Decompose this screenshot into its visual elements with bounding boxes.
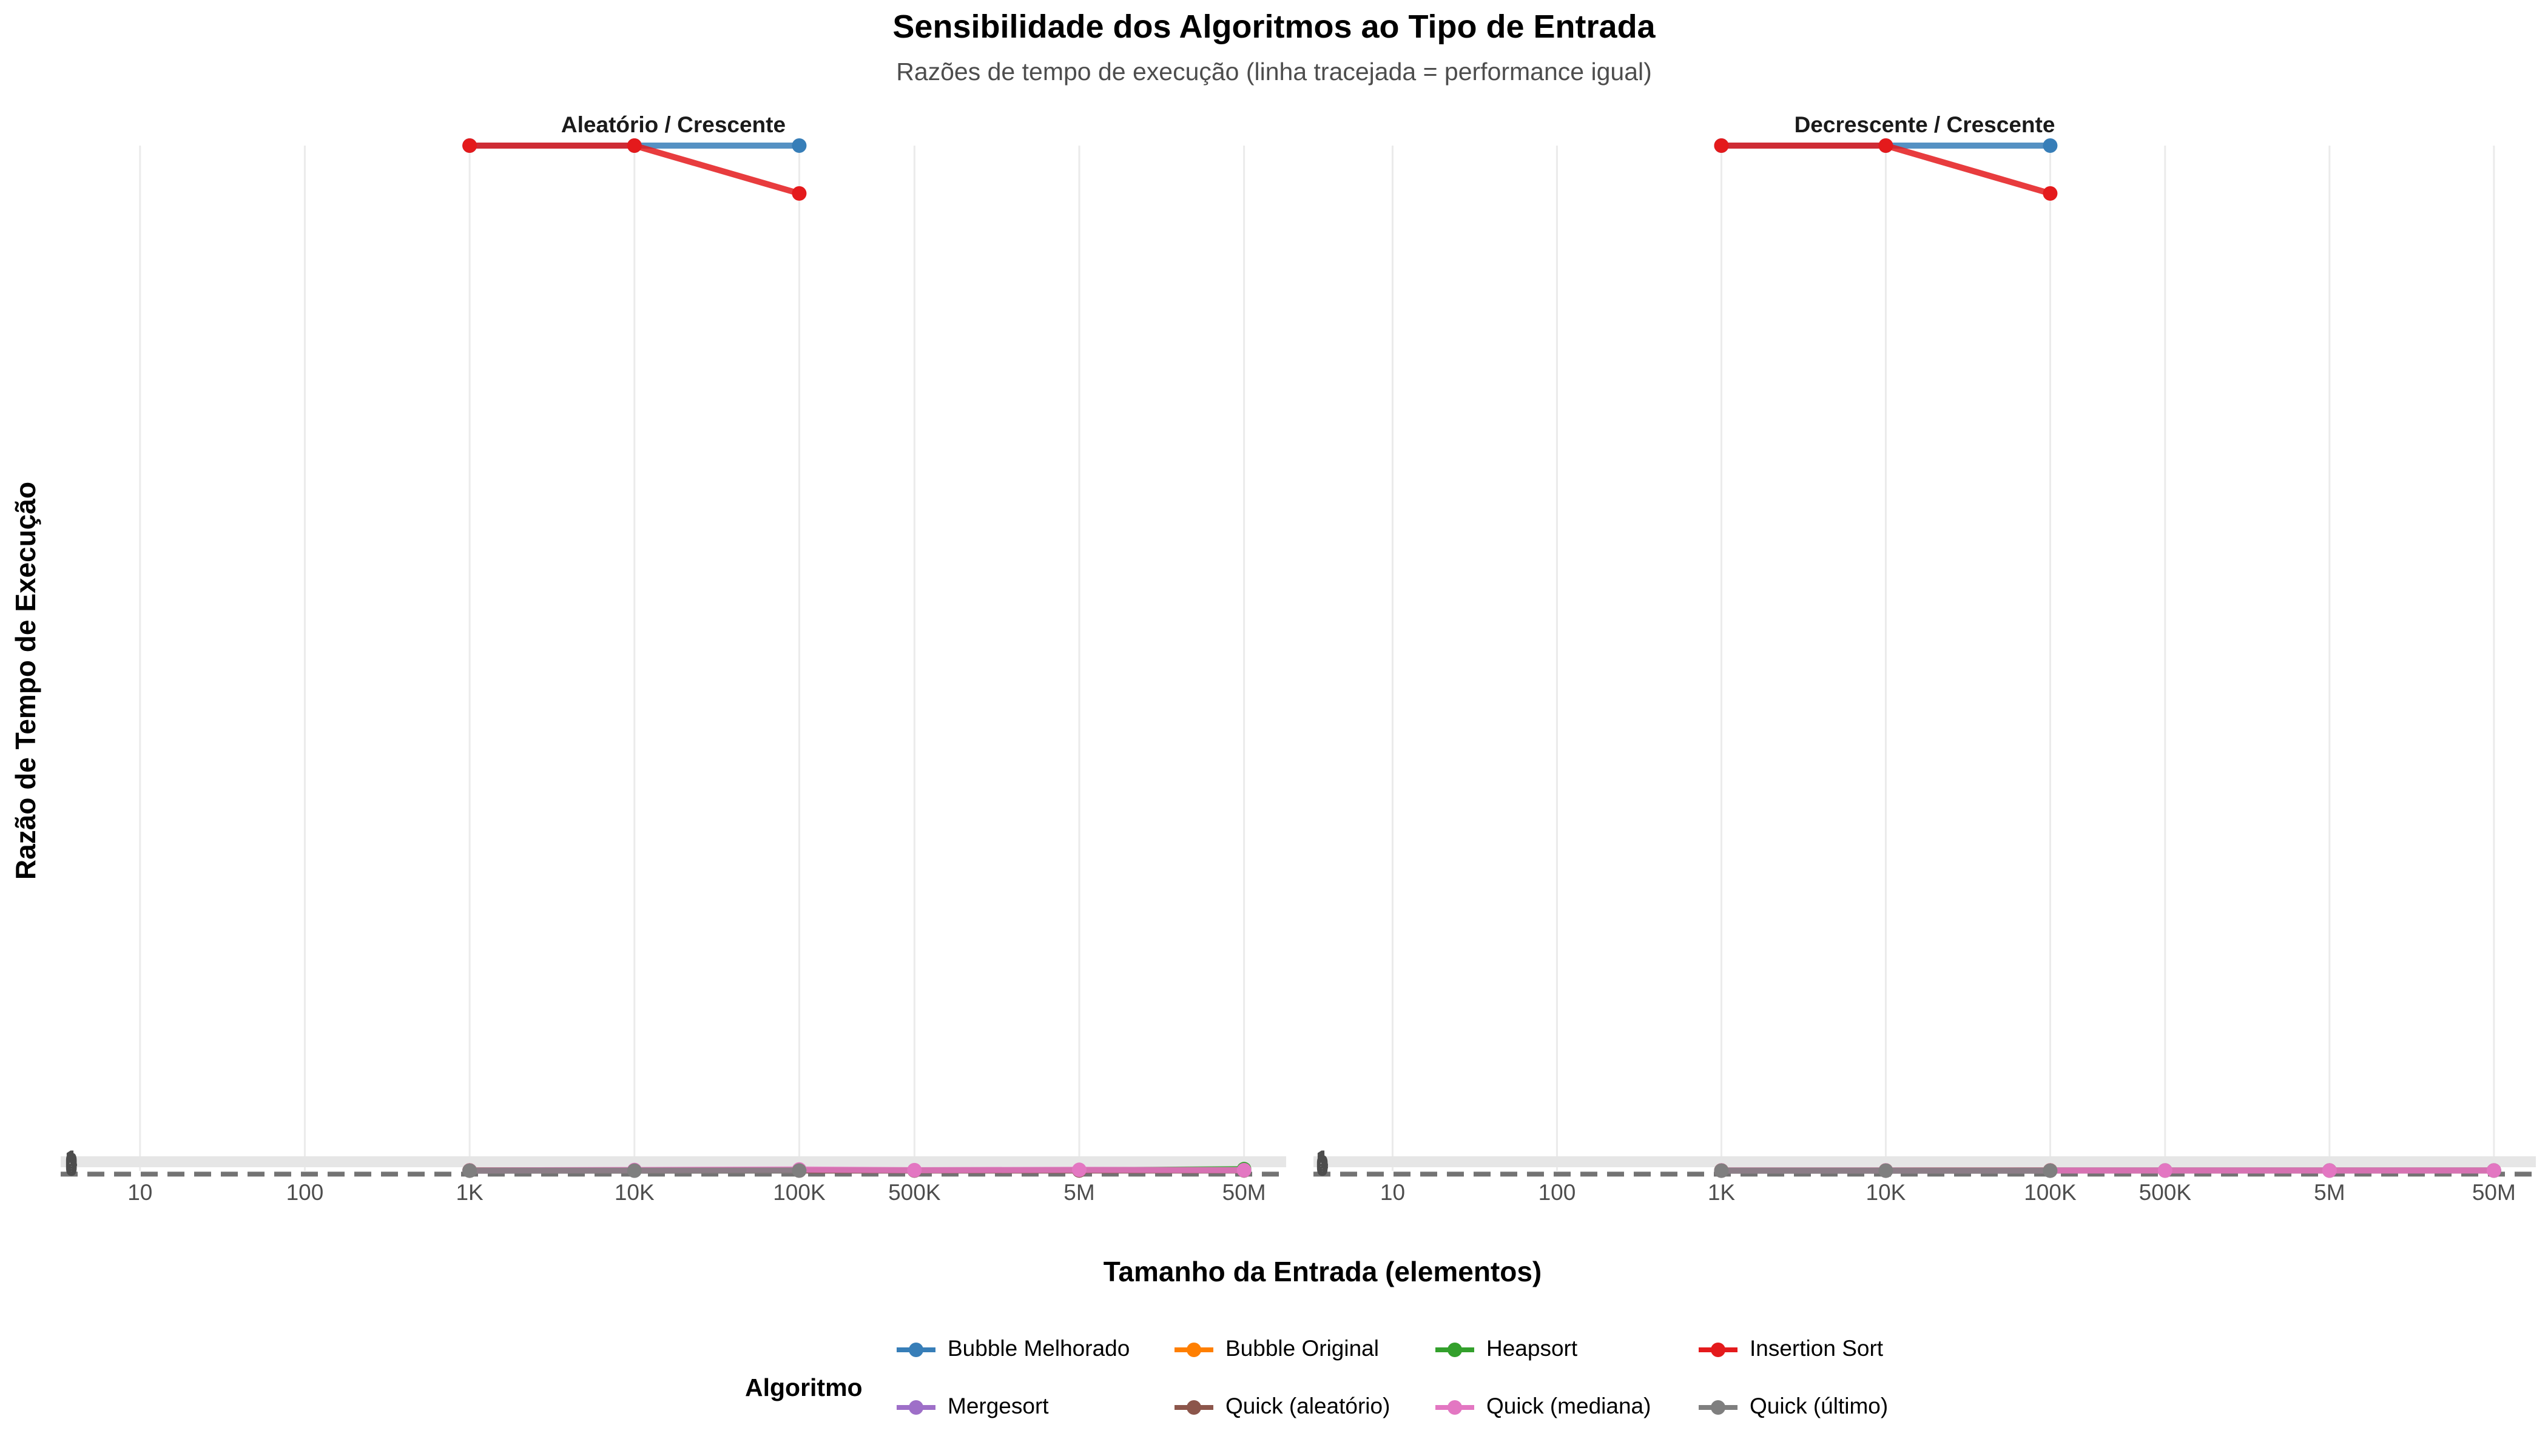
y-tick-label: 0 <box>1316 1156 1329 1181</box>
y-axis-title: Razão de Tempo de Execução <box>10 482 41 880</box>
y-tick-label: 0 <box>65 1153 78 1178</box>
data-point-quick-ultimo <box>1878 1163 1893 1178</box>
y-tick-label: 0 <box>65 1148 78 1173</box>
x-tick-label: 10K <box>615 1180 655 1205</box>
legend-title: Algoritmo <box>745 1373 863 1401</box>
legend-swatch-point <box>1448 1400 1462 1415</box>
legend-label: Quick (mediana) <box>1486 1394 1651 1418</box>
legend-item-heapsort: Heapsort <box>1435 1336 1578 1361</box>
x-tick-label: 100K <box>773 1180 826 1205</box>
x-tick-label: 5M <box>2314 1180 2345 1205</box>
x-tick-label: 100K <box>2024 1180 2077 1205</box>
panel-title: Aleatório / Crescente <box>561 112 786 137</box>
x-axis-title: Tamanho da Entrada (elementos) <box>1104 1256 1542 1287</box>
y-tick-label: 0 <box>65 1151 78 1176</box>
legend-item-mergesort: Mergesort <box>897 1394 1049 1418</box>
x-tick-label: 100 <box>286 1180 324 1205</box>
data-point-quick-mediana <box>2157 1163 2172 1178</box>
legend: Algoritmo Bubble Melhorado Bubble Origina… <box>745 1336 1888 1418</box>
y-grid-band <box>1313 1156 2536 1167</box>
legend-item-insertion-sort: Insertion Sort <box>1699 1336 1884 1361</box>
x-tick-label: 5M <box>1063 1180 1094 1205</box>
legend-label: Bubble Original <box>1225 1336 1379 1361</box>
x-tick-label: 1K <box>1708 1180 1736 1205</box>
legend-label: Mergesort <box>948 1394 1049 1418</box>
y-tick-label: 0 <box>1316 1153 1329 1178</box>
legend-swatch-point <box>1187 1343 1201 1357</box>
data-point-quick-mediana <box>1071 1162 1087 1178</box>
x-tick-label: 500K <box>2139 1180 2192 1205</box>
legend-swatch-point <box>1711 1343 1725 1357</box>
x-tick-label: 500K <box>888 1180 941 1205</box>
y-tick-label: 0 <box>65 1156 78 1181</box>
data-point-quick-ultimo <box>1714 1163 1729 1178</box>
y-grid-band <box>61 1156 1286 1167</box>
x-tick-label: 50M <box>2472 1180 2516 1205</box>
legend-label: Quick (aleatório) <box>1225 1394 1390 1418</box>
data-point-quick-mediana <box>1236 1162 1252 1178</box>
data-point-quick-ultimo <box>462 1163 477 1178</box>
panel-decrescente-crescente: Decrescente / Crescente 10 100 1K 10K 100K 500… <box>1313 112 2536 1205</box>
data-point-quick-mediana <box>2322 1163 2337 1178</box>
data-point-quick-mediana <box>907 1162 922 1178</box>
x-tick-label: 100 <box>1539 1180 1576 1205</box>
legend-swatch-point <box>1448 1343 1462 1357</box>
data-point-quick-mediana <box>2486 1163 2501 1178</box>
data-point-quick-ultimo <box>627 1163 642 1178</box>
data-point-insertion-sort <box>1878 138 1893 153</box>
x-tick-label: 10K <box>1866 1180 1906 1205</box>
y-tick-label: 1 <box>1316 1146 1329 1171</box>
data-point-insertion-sort <box>462 138 477 153</box>
legend-item-quick-mediana: Quick (mediana) <box>1435 1394 1651 1418</box>
legend-swatch-point <box>909 1343 923 1357</box>
data-point-bubble-melhorado <box>792 138 807 153</box>
legend-swatch-point <box>1711 1400 1725 1415</box>
legend-item-quick-aleatorio: Quick (aleatório) <box>1175 1394 1390 1418</box>
data-point-quick-ultimo <box>2043 1163 2058 1178</box>
y-tick-label: 1 <box>65 1146 78 1171</box>
y-tick-label: 0 <box>1316 1151 1329 1176</box>
legend-label: Quick (último) <box>1750 1394 1888 1418</box>
data-point-insertion-sort <box>792 186 807 201</box>
legend-swatch-point <box>1187 1400 1201 1415</box>
data-point-bubble-melhorado <box>2043 138 2058 153</box>
legend-item-quick-ultimo: Quick (último) <box>1699 1394 1888 1418</box>
data-point-quick-ultimo <box>792 1163 807 1178</box>
legend-item-bubble-melhorado: Bubble Melhorado <box>897 1336 1130 1361</box>
x-tick-label: 10 <box>1380 1180 1405 1205</box>
chart-subtitle: Razões de tempo de execução (linha trace… <box>896 58 1652 86</box>
x-tick-label: 10 <box>127 1180 152 1205</box>
legend-label: Bubble Melhorado <box>948 1336 1130 1361</box>
data-point-insertion-sort <box>2043 186 2058 201</box>
panel-title: Decrescente / Crescente <box>1795 112 2055 137</box>
legend-label: Heapsort <box>1486 1336 1578 1361</box>
x-tick-label: 1K <box>456 1180 484 1205</box>
legend-label: Insertion Sort <box>1750 1336 1884 1361</box>
data-point-insertion-sort <box>1714 138 1729 153</box>
data-point-insertion-sort <box>627 138 642 153</box>
legend-item-bubble-original: Bubble Original <box>1175 1336 1379 1361</box>
y-tick-label: 1 <box>1316 1148 1329 1173</box>
x-tick-label: 50M <box>1222 1180 1266 1205</box>
chart-title: Sensibilidade dos Algoritmos ao Tipo de … <box>892 8 1656 45</box>
legend-swatch-point <box>909 1400 923 1415</box>
